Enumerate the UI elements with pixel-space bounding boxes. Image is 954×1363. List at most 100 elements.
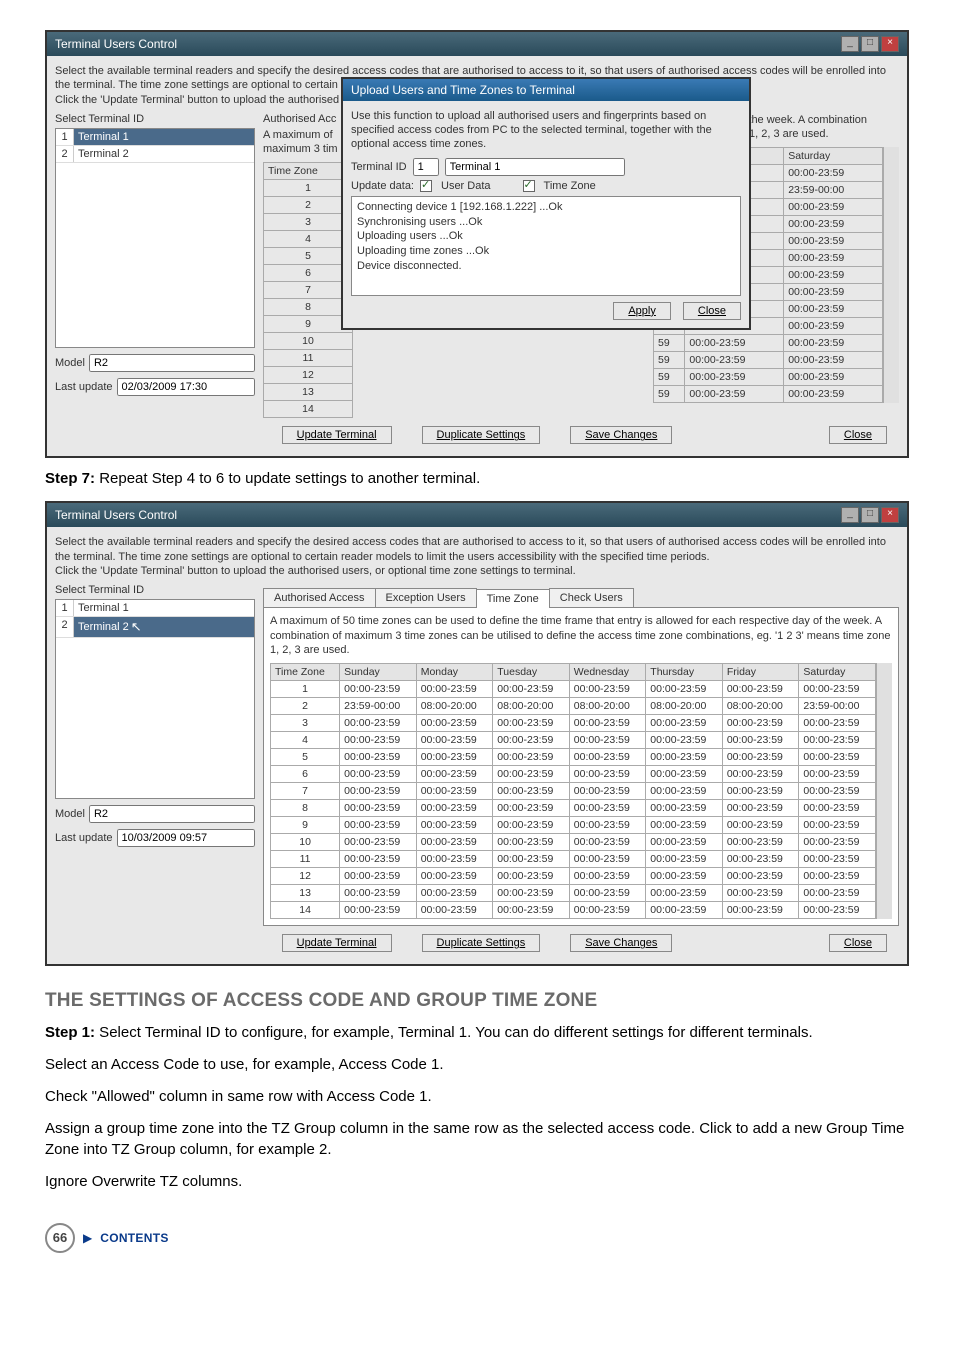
close-icon[interactable]: ×: [881, 36, 899, 52]
table-row: 800:00-23:5900:00-23:5900:00-23:5900:00-…: [271, 800, 876, 817]
timezone-index-table: Time Zone 1234567891011121314: [263, 162, 353, 418]
tab-check-users[interactable]: Check Users: [549, 588, 634, 607]
table-header: Monday: [416, 664, 493, 681]
table-row: 500:00-23:5900:00-23:5900:00-23:5900:00-…: [271, 749, 876, 766]
auth-acc-label: Authorised Acc: [263, 113, 353, 125]
terminal-list-row[interactable]: 2Terminal 2↖: [56, 617, 254, 638]
table-row: 900:00-23:5900:00-23:5900:00-23:5900:00-…: [271, 817, 876, 834]
window-2-intro: Select the available terminal readers an…: [55, 535, 899, 578]
table-row: 5900:00-23:5900:00-23:59: [654, 335, 883, 352]
window-close-button-2[interactable]: Close: [829, 934, 887, 952]
minimize-icon[interactable]: _: [841, 36, 859, 52]
user-data-label: User Data: [441, 180, 491, 192]
maximize-icon[interactable]: □: [861, 36, 879, 52]
table-header: Time Zone: [271, 664, 340, 681]
table-row: 14: [264, 401, 353, 418]
window-2-controls: _ □ ×: [841, 507, 899, 523]
time-zone-checkbox[interactable]: [523, 180, 535, 192]
table-row: 600:00-23:5900:00-23:5900:00-23:5900:00-…: [271, 766, 876, 783]
step-7-body: Repeat Step 4 to 6 to update settings to…: [99, 470, 480, 487]
cursor-icon: ↖: [131, 619, 142, 635]
terminal-id-name[interactable]: [445, 158, 625, 176]
last-update-field[interactable]: [117, 378, 256, 396]
terminal-list-row[interactable]: 2Terminal 2: [56, 146, 254, 163]
window-close-button[interactable]: Close: [829, 426, 887, 444]
log-line: Synchronising users ...Ok: [357, 215, 735, 230]
table-row: 8: [264, 299, 353, 316]
terminal-users-control-window-1: Terminal Users Control _ □ × Select the …: [45, 30, 909, 458]
table-row: 1: [264, 180, 353, 197]
log-line: Uploading time zones ...Ok: [357, 244, 735, 259]
para-1: Select an Access Code to use, for exampl…: [45, 1054, 909, 1076]
table-row: 11: [264, 350, 353, 367]
duplicate-settings-button-2[interactable]: Duplicate Settings: [422, 934, 541, 952]
tz-full-table: Time ZoneSundayMondayTuesdayWednesdayThu…: [270, 663, 876, 919]
update-data-label: Update data:: [351, 180, 414, 192]
table-header: Tuesday: [493, 664, 570, 681]
step-1-label: Step 1:: [45, 1024, 95, 1041]
terminal-list-row[interactable]: 1Terminal 1: [56, 600, 254, 617]
model-label-2: Model: [55, 808, 85, 820]
update-terminal-button[interactable]: Update Terminal: [282, 426, 392, 444]
table-row: 1400:00-23:5900:00-23:5900:00-23:5900:00…: [271, 902, 876, 919]
table-header: Friday: [722, 664, 799, 681]
select-terminal-label-2: Select Terminal ID: [55, 584, 255, 596]
terminal-num: 2: [56, 617, 74, 637]
step-1: Step 1: Select Terminal ID to configure,…: [45, 1022, 909, 1044]
terminal-list-2[interactable]: 1Terminal 12Terminal 2↖: [55, 599, 255, 799]
model-label: Model: [55, 357, 85, 369]
close-icon[interactable]: ×: [881, 507, 899, 523]
save-changes-button-2[interactable]: Save Changes: [570, 934, 672, 952]
para-4: Ignore Overwrite TZ columns.: [45, 1171, 909, 1193]
para-3: Assign a group time zone into the TZ Gro…: [45, 1118, 909, 1162]
terminal-list-row[interactable]: 1Terminal 1: [56, 129, 254, 146]
apply-button[interactable]: Apply: [613, 302, 671, 320]
table-header: Saturday: [784, 148, 883, 165]
terminal-name: Terminal 2: [74, 146, 254, 162]
maximize-icon[interactable]: □: [861, 507, 879, 523]
scrollbar[interactable]: [883, 147, 899, 403]
table-row: 100:00-23:5900:00-23:5900:00-23:5900:00-…: [271, 681, 876, 698]
contents-link[interactable]: CONTENTS: [100, 1231, 168, 1245]
table-row: 400:00-23:5900:00-23:5900:00-23:5900:00-…: [271, 732, 876, 749]
window-1-titlebar: Terminal Users Control _ □ ×: [47, 32, 907, 56]
tab-strip: Authorised AccessException UsersTime Zon…: [263, 588, 899, 607]
table-row: 5: [264, 248, 353, 265]
table-row: 700:00-23:5900:00-23:5900:00-23:5900:00-…: [271, 783, 876, 800]
terminal-users-control-window-2: Terminal Users Control _ □ × Select the …: [45, 501, 909, 966]
last-update-field-2[interactable]: [117, 829, 256, 847]
upload-dialog: Upload Users and Time Zones to Terminal …: [341, 77, 751, 330]
model-field-2[interactable]: [89, 805, 255, 823]
tab-exception-users[interactable]: Exception Users: [375, 588, 477, 607]
terminal-list[interactable]: 1Terminal 12Terminal 2: [55, 128, 255, 348]
terminal-name: Terminal 1: [74, 600, 254, 616]
duplicate-settings-button[interactable]: Duplicate Settings: [422, 426, 541, 444]
last-update-label-2: Last update: [55, 832, 113, 844]
scrollbar[interactable]: [876, 663, 892, 919]
update-terminal-button-2[interactable]: Update Terminal: [282, 934, 392, 952]
time-zone-label: Time Zone: [544, 180, 596, 192]
table-row: 12: [264, 367, 353, 384]
minimize-icon[interactable]: _: [841, 507, 859, 523]
arrow-icon: ▶: [83, 1231, 92, 1245]
step-1-body: Select Terminal ID to configure, for exa…: [95, 1024, 813, 1041]
save-changes-button[interactable]: Save Changes: [570, 426, 672, 444]
tab-authorised-access[interactable]: Authorised Access: [263, 588, 376, 607]
table-row: 5900:00-23:5900:00-23:59: [654, 352, 883, 369]
table-row: 3: [264, 214, 353, 231]
terminal-id-num[interactable]: [413, 158, 439, 176]
table-header: Thursday: [646, 664, 723, 681]
user-data-checkbox[interactable]: [420, 180, 432, 192]
section-heading: THE SETTINGS OF ACCESS CODE AND GROUP TI…: [45, 990, 909, 1012]
table-header: Sunday: [340, 664, 417, 681]
log-line: Device disconnected.: [357, 259, 735, 274]
dialog-close-button[interactable]: Close: [683, 302, 741, 320]
table-row: 1100:00-23:5900:00-23:5900:00-23:5900:00…: [271, 851, 876, 868]
table-row: 13: [264, 384, 353, 401]
tab-time-zone[interactable]: Time Zone: [476, 589, 550, 608]
table-row: 1200:00-23:5900:00-23:5900:00-23:5900:00…: [271, 868, 876, 885]
page-footer: 66 ▶ CONTENTS: [45, 1223, 909, 1253]
terminal-id-label: Terminal ID: [351, 161, 407, 173]
model-field[interactable]: [89, 354, 255, 372]
log-line: Connecting device 1 [192.168.1.222] ...O…: [357, 200, 735, 215]
